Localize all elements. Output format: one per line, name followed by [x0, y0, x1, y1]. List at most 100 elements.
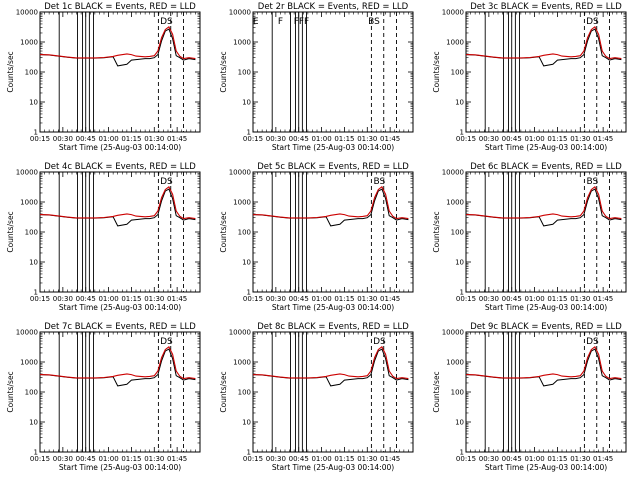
x-tick-label: 00:30: [53, 135, 73, 143]
panel-title: Det 7c BLACK = Events, RED = LLD: [44, 322, 196, 332]
y-tick-label: 10: [455, 419, 464, 427]
annotation-label: DS: [160, 337, 173, 347]
y-tick-label: 1: [34, 289, 38, 297]
y-tick-label: 10000: [442, 9, 464, 17]
panel-det-1: Det 1c BLACK = Events, RED = LLD 1 10 100 10…: [6, 2, 201, 152]
x-tick-label: 01:00: [524, 295, 544, 303]
x-tick-label: 01:15: [121, 295, 141, 303]
annotation-label: BS: [368, 17, 380, 27]
x-tick-label: 01:30: [357, 295, 377, 303]
y-axis-label: Counts/sec: [6, 371, 15, 412]
y-tick-label: 1000: [233, 199, 251, 207]
y-tick-label: 100: [451, 69, 464, 77]
y-tick-label: 10: [455, 99, 464, 107]
series-lld-line: [465, 345, 622, 380]
y-tick-label: 100: [25, 69, 38, 77]
panel-title: Det 6c BLACK = Events, RED = LLD: [470, 162, 622, 172]
y-tick-label: 10000: [442, 169, 464, 177]
y-axis-label: Counts/sec: [219, 51, 228, 92]
y-axis-label: Counts/sec: [219, 371, 228, 412]
plot-frame: [465, 171, 627, 293]
x-tick-label: 01:00: [311, 455, 331, 463]
x-tick-label: 00:45: [76, 455, 96, 463]
y-tick-label: 1: [460, 129, 464, 137]
x-axis-label: Start Time (25-Aug-03 00:14:00): [485, 143, 607, 152]
y-tick-label: 10000: [229, 329, 251, 337]
y-axis-label: Counts/sec: [432, 211, 441, 252]
y-tick-label: 10000: [16, 9, 38, 17]
y-tick-label: 1000: [446, 359, 464, 367]
plot-frame: [465, 331, 627, 453]
plot-frame: [39, 11, 201, 133]
x-tick-label: 00:45: [502, 135, 522, 143]
annotation-label: DS: [586, 17, 599, 27]
panel-title: Det 1c BLACK = Events, RED = LLD: [44, 2, 196, 12]
x-tick-label: 01:15: [547, 455, 567, 463]
x-tick-label: 01:15: [547, 295, 567, 303]
x-axis-label: Start Time (25-Aug-03 00:14:00): [485, 463, 607, 472]
x-tick-label: 00:15: [456, 455, 476, 463]
annotation-label: DS: [586, 337, 599, 347]
panel-det-6: Det 6c BLACK = Events, RED = LLD 1 10 100 10…: [432, 162, 627, 312]
x-tick-label: 00:15: [243, 135, 263, 143]
x-tick-label: 01:30: [357, 135, 377, 143]
x-tick-label: 01:30: [570, 295, 590, 303]
panel-title: Det 5c BLACK = Events, RED = LLD: [257, 162, 409, 172]
x-tick-label: 01:15: [121, 455, 141, 463]
x-tick-label: 01:00: [524, 455, 544, 463]
y-tick-label: 1000: [20, 359, 38, 367]
x-tick-label: 00:30: [479, 295, 499, 303]
y-tick-label: 10: [29, 99, 38, 107]
panel-title: Det 9c BLACK = Events, RED = LLD: [470, 322, 622, 332]
plot-frame: [252, 331, 414, 453]
x-tick-label: 00:30: [266, 455, 286, 463]
plot-frame: [39, 331, 201, 453]
y-tick-label: 10: [455, 259, 464, 267]
x-tick-label: 01:30: [570, 135, 590, 143]
x-tick-label: 00:30: [479, 135, 499, 143]
panel-title: Det 8c BLACK = Events, RED = LLD: [257, 322, 409, 332]
x-tick-label: 01:45: [593, 135, 613, 143]
y-tick-label: 10: [242, 259, 251, 267]
y-tick-label: 1: [247, 129, 251, 137]
plot-frame: [252, 11, 414, 133]
series-events-line: [39, 348, 196, 387]
y-tick-label: 10000: [229, 169, 251, 177]
x-axis-label: Start Time (25-Aug-03 00:14:00): [485, 303, 607, 312]
x-tick-label: 01:30: [144, 135, 164, 143]
annotation-label: F: [278, 17, 283, 27]
panel-title: Det 4c BLACK = Events, RED = LLD: [44, 162, 196, 172]
x-axis-label: Start Time (25-Aug-03 00:14:00): [272, 143, 394, 152]
series-events-line: [252, 348, 409, 387]
x-tick-label: 01:30: [144, 295, 164, 303]
annotation-label: BS: [374, 177, 386, 187]
panel-det-8: Det 8c BLACK = Events, RED = LLD 1 10 100 10…: [219, 322, 414, 472]
x-tick-label: 01:00: [98, 135, 118, 143]
series-events-line: [465, 348, 622, 387]
series-lld-line: [465, 25, 622, 60]
x-tick-label: 01:45: [167, 295, 187, 303]
y-tick-label: 1: [460, 449, 464, 457]
x-axis-label: Start Time (25-Aug-03 00:14:00): [272, 303, 394, 312]
y-tick-label: 100: [238, 389, 251, 397]
y-tick-label: 10: [29, 259, 38, 267]
x-tick-label: 00:30: [53, 295, 73, 303]
x-tick-label: 01:15: [547, 135, 567, 143]
series-events-line: [252, 188, 409, 227]
annotation-label: DS: [373, 337, 386, 347]
x-tick-label: 00:15: [456, 135, 476, 143]
x-tick-label: 01:15: [334, 135, 354, 143]
x-tick-label: 00:45: [502, 295, 522, 303]
annotation-label: DS: [160, 17, 173, 27]
series-lld-line: [465, 185, 622, 220]
x-tick-label: 00:45: [76, 295, 96, 303]
y-tick-label: 1000: [446, 199, 464, 207]
series-events-line: [39, 188, 196, 227]
x-tick-label: 01:45: [593, 455, 613, 463]
panel-det-2: Det 2r BLACK = Events, RED = LLD 1 10 100 10…: [219, 2, 414, 152]
x-tick-label: 00:30: [266, 295, 286, 303]
y-tick-label: 100: [451, 229, 464, 237]
y-tick-label: 10: [29, 419, 38, 427]
y-tick-label: 100: [25, 389, 38, 397]
